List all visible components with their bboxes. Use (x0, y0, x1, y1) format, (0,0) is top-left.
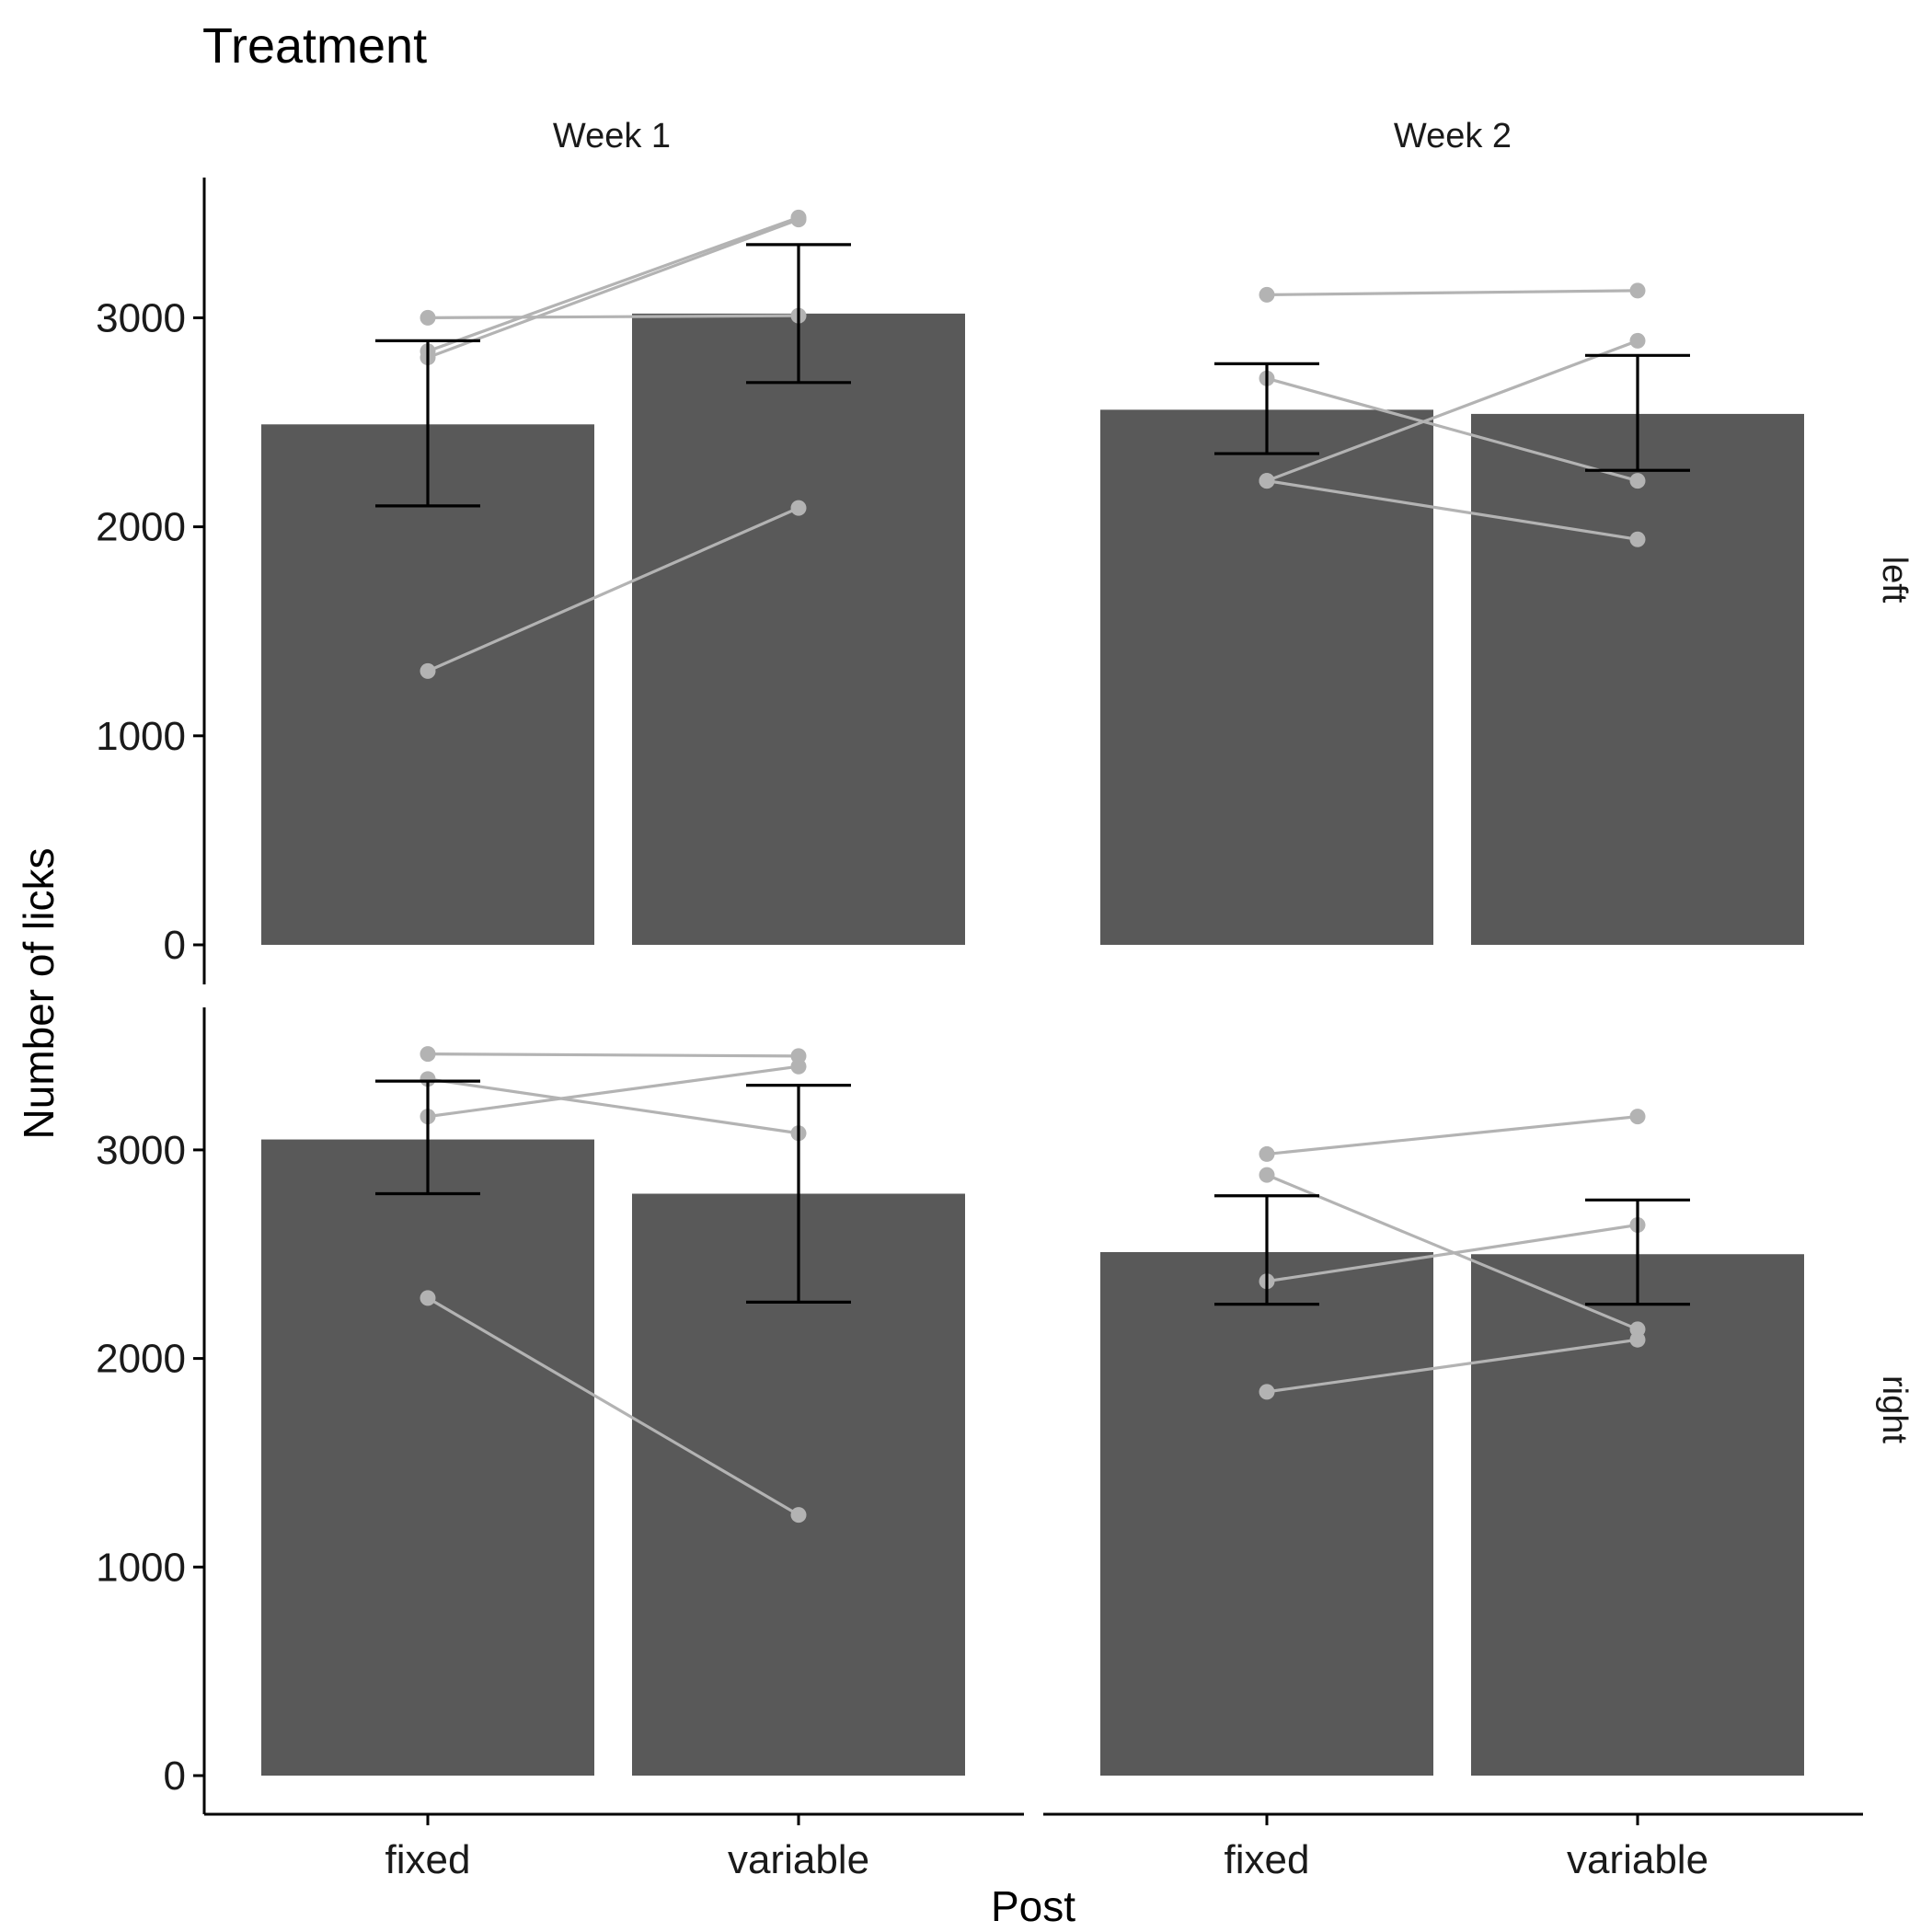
y-tick-label-left-2000: 2000 (96, 505, 186, 550)
subject-point-week-1-right-4-fixed (420, 1290, 436, 1306)
x-axis-title: Post (991, 1882, 1075, 1930)
subject-line-week-1-left-1 (427, 314, 799, 319)
bar-week-1-left-variable (632, 313, 965, 946)
y-tick-label-right-2000: 2000 (96, 1337, 186, 1382)
subject-line-week-2-left-2 (1266, 376, 1639, 483)
subject-point-week-2-right-1-fixed (1259, 1145, 1275, 1162)
bar-week-2-left-variable (1471, 413, 1804, 945)
y-tick-label-left-1000: 1000 (96, 714, 186, 759)
subject-point-week-2-left-1-variable (1629, 282, 1646, 299)
chart-marks: 0 1000 2000 3000 0 1000 2000 3000 fixed variable f… (96, 178, 1863, 1882)
subject-point-week-1-left-4-fixed (420, 662, 436, 679)
subject-point-week-2-left-4-variable (1629, 531, 1646, 547)
x-tick-label-week-2-fixed: fixed (1225, 1837, 1310, 1882)
y-axis-title: Number of licks (15, 848, 63, 1140)
subject-line-week-1-left-2 (427, 215, 799, 353)
x-tick-label-week-1-fixed: fixed (385, 1837, 471, 1882)
subject-line-week-2-right-3 (1266, 1223, 1639, 1283)
bar-week-1-right-fixed (261, 1139, 594, 1776)
subject-line-week-1-right-3 (427, 1064, 799, 1119)
bar-week-2-right-fixed (1100, 1251, 1433, 1776)
subject-point-week-1-right-2-fixed (420, 1071, 436, 1087)
subject-point-week-2-right-4-variable (1629, 1331, 1646, 1348)
facet-label-week-1: Week 1 (553, 117, 671, 155)
y-tick-label-right-3000: 3000 (96, 1128, 186, 1173)
subject-line-week-2-left-3 (1266, 339, 1639, 483)
subject-point-week-1-left-1-fixed (420, 309, 436, 326)
subject-point-week-2-right-1-variable (1629, 1109, 1646, 1125)
subject-point-week-2-right-4-fixed (1259, 1384, 1275, 1400)
subject-line-week-2-left-1 (1266, 289, 1639, 297)
subject-point-week-1-right-4-variable (790, 1507, 807, 1524)
subject-line-week-1-right-4 (427, 1296, 799, 1517)
subject-point-week-1-left-3-variable (790, 212, 807, 228)
subject-line-week-2-right-4 (1266, 1338, 1639, 1394)
y-tick-label-right-0: 0 (164, 1754, 186, 1799)
facet-label-week-2: Week 2 (1394, 117, 1512, 155)
chart-title: Treatment (202, 18, 427, 74)
subject-point-week-2-left-2-variable (1629, 473, 1646, 489)
subject-point-week-2-left-3-variable (1629, 332, 1646, 349)
subject-point-week-1-right-3-variable (790, 1058, 807, 1075)
bar-week-2-left-fixed (1100, 409, 1433, 945)
y-tick-label-right-1000: 1000 (96, 1545, 186, 1590)
subject-line-week-1-right-1 (427, 1052, 799, 1058)
subject-line-week-1-right-2 (427, 1077, 799, 1135)
bar-week-1-left-fixed (261, 424, 594, 946)
subject-line-week-1-left-3 (427, 218, 799, 360)
x-tick-label-week-2-variable: variable (1567, 1837, 1708, 1882)
subject-point-week-2-left-1-fixed (1259, 286, 1275, 303)
facet-label-right: right (1875, 1375, 1914, 1443)
subject-line-week-2-left-4 (1266, 479, 1639, 541)
subject-point-week-2-left-4-fixed (1259, 473, 1275, 489)
y-tick-label-left-3000: 3000 (96, 295, 186, 340)
subject-line-week-2-right-1 (1266, 1115, 1639, 1156)
facet-label-left: left (1875, 557, 1914, 604)
subject-point-week-1-left-4-variable (790, 500, 807, 516)
y-tick-label-left-0: 0 (164, 923, 186, 968)
x-tick-label-week-1-variable: variable (728, 1837, 869, 1882)
subject-point-week-1-right-1-fixed (420, 1046, 436, 1063)
subject-line-week-1-left-4 (427, 506, 799, 673)
subject-point-week-2-right-2-fixed (1259, 1167, 1275, 1183)
